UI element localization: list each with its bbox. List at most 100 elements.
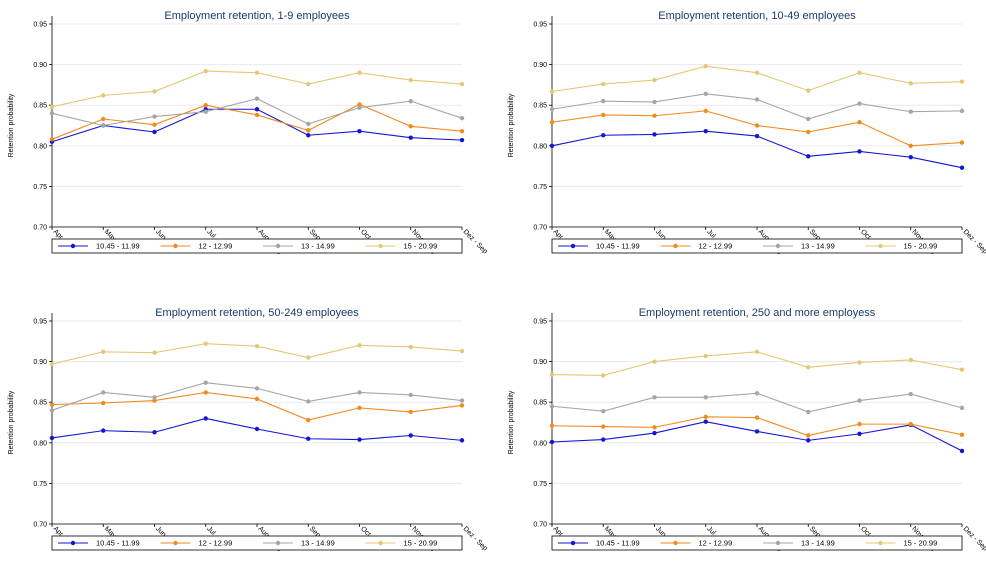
chart-panel-1: Employment retention, 1-9 employees 0.70 0… — [8, 10, 489, 256]
data-point — [806, 438, 811, 443]
data-point — [49, 111, 55, 116]
data-point — [754, 70, 760, 75]
data-point — [49, 104, 55, 110]
data-point — [408, 98, 413, 104]
chart-panel-3: Employment retention, 50-249 employees 0.… — [8, 307, 489, 553]
data-point — [652, 113, 657, 118]
legend-marker — [570, 243, 576, 249]
data-point — [908, 421, 913, 427]
data-point — [601, 373, 606, 378]
y-tick-label: 0.90 — [33, 359, 47, 366]
series-line-2 — [51, 391, 463, 421]
legend-marker — [775, 243, 781, 249]
data-point — [101, 349, 106, 355]
y-tick-label: 0.75 — [533, 481, 547, 488]
data-point — [652, 395, 657, 400]
data-point — [652, 359, 657, 364]
data-point — [459, 128, 465, 134]
data-point — [549, 404, 555, 409]
data-point — [703, 395, 708, 400]
y-tick-label: 0.95 — [33, 319, 47, 326]
data-point — [601, 133, 606, 138]
x-tick-label: Dez - Sep — [962, 228, 986, 255]
data-point — [357, 128, 362, 134]
series-line-2 — [551, 110, 963, 147]
legend-marker — [775, 540, 781, 546]
data-point — [459, 115, 465, 121]
data-point — [549, 439, 555, 445]
legend-label: 12 - 12.99 — [199, 539, 233, 548]
data-point — [652, 132, 657, 137]
data-point — [306, 81, 311, 87]
y-axis-label: Retention probability — [8, 390, 15, 454]
data-point — [908, 154, 913, 160]
data-point — [754, 123, 760, 128]
data-point — [254, 343, 260, 349]
data-point — [908, 81, 913, 86]
data-point — [203, 68, 208, 74]
legend-marker — [878, 243, 883, 249]
chart-panel-2: Employment retention, 10-49 employees 0.7… — [508, 10, 986, 256]
legend-label: 15 - 20.99 — [904, 539, 938, 548]
legend-marker — [275, 243, 281, 249]
data-point — [408, 344, 413, 350]
y-tick-label: 0.95 — [33, 22, 47, 29]
data-point — [703, 353, 708, 359]
data-point — [703, 108, 708, 114]
legend-marker — [378, 540, 383, 546]
data-point — [703, 128, 708, 134]
data-point — [959, 108, 965, 114]
data-point — [357, 105, 362, 110]
data-point — [908, 109, 913, 114]
legend-marker — [878, 540, 883, 546]
data-point — [254, 96, 260, 101]
data-point — [857, 101, 862, 106]
legend-label: 10.45 - 11.99 — [96, 242, 140, 251]
legend-label: 12 - 12.99 — [199, 242, 233, 251]
data-point — [601, 424, 606, 429]
data-point — [601, 408, 606, 414]
data-point — [357, 70, 362, 75]
legend-marker — [173, 540, 178, 546]
data-point — [357, 437, 362, 442]
data-point — [49, 361, 55, 367]
data-point — [306, 133, 311, 138]
y-tick-label: 0.75 — [533, 184, 547, 191]
data-point — [806, 129, 811, 135]
data-point — [806, 88, 811, 93]
legend-box — [551, 535, 963, 551]
data-point — [806, 433, 811, 438]
data-point — [306, 128, 311, 133]
data-point — [601, 112, 606, 118]
data-point — [959, 165, 965, 170]
y-axis-label: Retention probability — [8, 93, 15, 157]
data-point — [306, 355, 311, 360]
y-tick-label: 0.95 — [533, 22, 547, 29]
data-point — [857, 70, 862, 75]
data-point — [806, 365, 811, 370]
y-tick-label: 0.80 — [33, 143, 47, 150]
y-tick-label: 0.90 — [533, 62, 547, 69]
legend-label: 10.45 - 11.99 — [596, 539, 640, 548]
data-point — [152, 430, 157, 435]
data-point — [549, 89, 555, 94]
data-point — [203, 416, 208, 421]
legend-marker — [378, 243, 383, 249]
data-point — [806, 409, 811, 415]
data-point — [254, 112, 260, 118]
legend-label: 15 - 20.99 — [404, 242, 438, 251]
data-point — [754, 415, 760, 420]
data-point — [357, 343, 362, 348]
data-point — [459, 348, 465, 354]
data-point — [408, 409, 413, 415]
data-point — [49, 137, 55, 142]
y-tick-label: 0.85 — [533, 400, 547, 407]
data-point — [908, 143, 913, 148]
legend-marker — [173, 243, 178, 249]
chart-title: Employment retention, 50-249 employees — [155, 307, 359, 319]
legend-label: 13 - 14.99 — [301, 242, 335, 251]
data-point — [703, 414, 708, 420]
data-point — [459, 398, 465, 403]
y-tick-label: 0.75 — [33, 184, 47, 191]
data-point — [49, 402, 55, 407]
